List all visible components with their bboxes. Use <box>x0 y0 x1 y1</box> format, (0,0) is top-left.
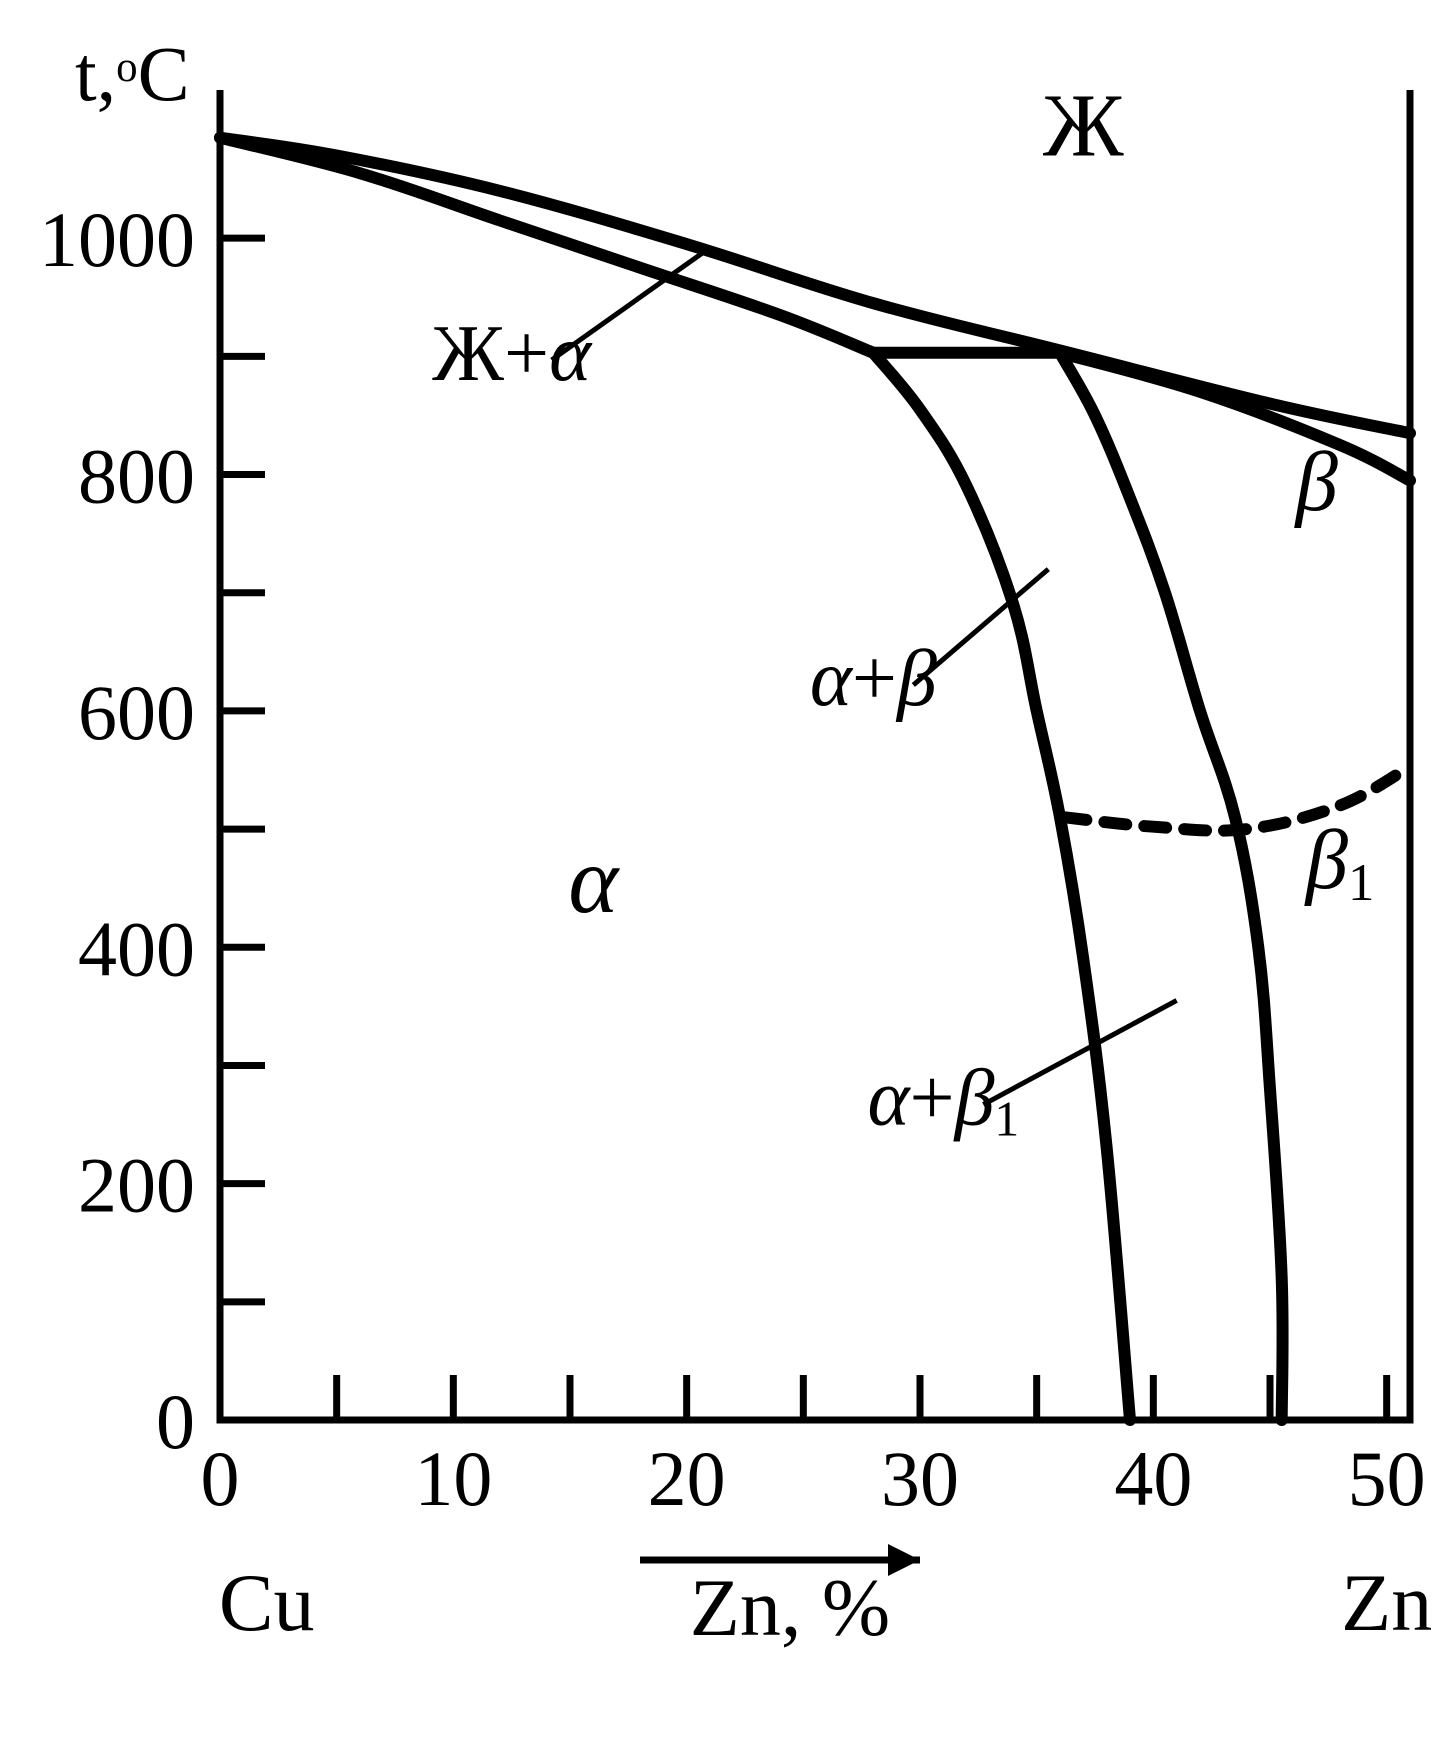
alpha-plus-beta1-label: α+β1 <box>867 1055 1019 1147</box>
x-tick-label: 30 <box>881 1435 959 1522</box>
y-tick-label: 1000 <box>39 196 195 283</box>
zh-label: Ж <box>1043 76 1124 175</box>
x-tick-label: 50 <box>1348 1435 1426 1522</box>
alpha-plus-beta1-leader <box>983 1000 1176 1104</box>
x-center-unit-label: Zn, % <box>690 1562 890 1653</box>
y-axis-title: t,oC <box>75 30 190 117</box>
y-tick-label: 200 <box>78 1142 195 1229</box>
zh-plus-alpha-label: Ж+α <box>432 310 593 398</box>
x-tick-label: 0 <box>201 1435 240 1522</box>
beta1-label: β1 <box>1304 813 1375 912</box>
alpha-solvus-curve <box>873 353 1130 1420</box>
x-right-element-label: Zn <box>1341 1557 1432 1648</box>
alpha-label: α <box>568 827 620 933</box>
x-tick-label: 40 <box>1114 1435 1192 1522</box>
y-tick-label: 0 <box>156 1378 195 1465</box>
x-left-element-label: Cu <box>219 1557 315 1648</box>
beta-left-curve <box>1060 353 1283 1420</box>
y-tick-label: 600 <box>78 669 195 756</box>
y-tick-label: 400 <box>78 905 195 992</box>
alpha-plus-beta-label: α+β <box>810 635 937 723</box>
x-tick-label: 20 <box>648 1435 726 1522</box>
phase-diagram: 0 10 20 30 40 50 0 200 400 600 800 1000 t,oC Ж Ж+α α α… <box>0 0 1450 1747</box>
x-tick-label: 10 <box>414 1435 492 1522</box>
x-arrow-head-icon <box>888 1544 920 1576</box>
beta-label: β <box>1293 435 1338 529</box>
y-tick-label: 800 <box>78 433 195 520</box>
